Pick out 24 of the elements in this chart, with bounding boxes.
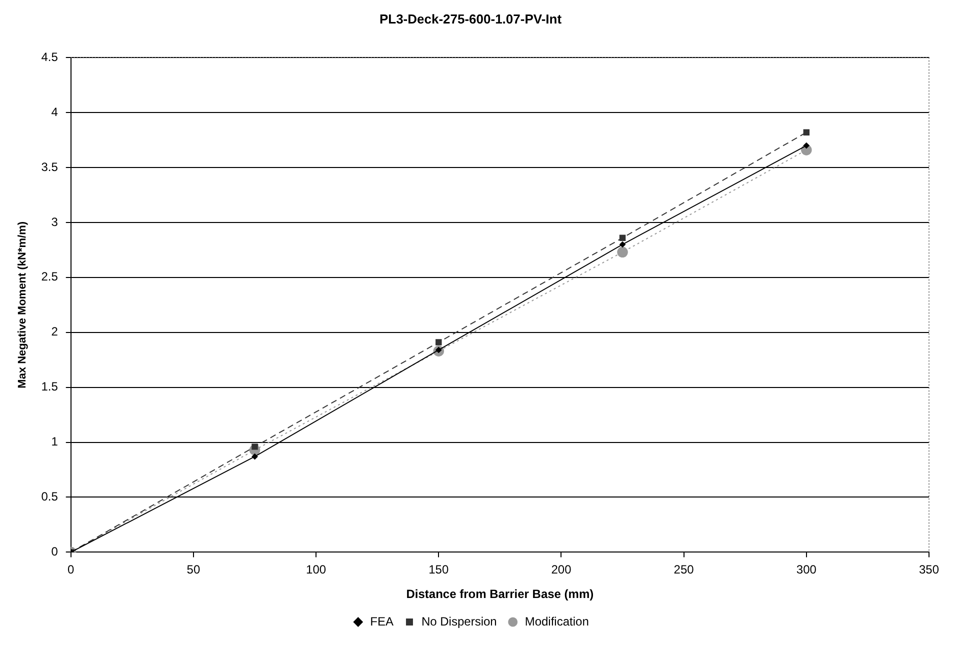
- y-tick-label: 4.5: [41, 50, 58, 64]
- x-tick-label: 200: [551, 562, 572, 577]
- legend-label: No Dispersion: [421, 614, 497, 628]
- y-tick-label: 2.5: [41, 270, 58, 284]
- x-tick-label: 100: [306, 562, 326, 577]
- x-axis-title: Distance from Barrier Base (mm): [406, 587, 594, 602]
- y-tick-label: 0: [51, 544, 58, 559]
- x-tick-label: 350: [918, 562, 940, 577]
- y-tick-label: 1.5: [41, 380, 58, 394]
- y-axis-title: Max Negative Moment (kN*m/m): [16, 221, 29, 388]
- x-tick-label: 50: [186, 562, 200, 577]
- y-tick-label: 4: [51, 104, 58, 119]
- y-tick-label: 0.5: [41, 490, 58, 504]
- x-tick-label: 150: [428, 562, 449, 577]
- legend-label: Modification: [524, 614, 589, 628]
- y-tick-label: 1: [51, 434, 58, 449]
- chart-title: PL3-Deck-275-600-1.07-PV-Int: [379, 11, 562, 26]
- x-tick-label: 300: [796, 562, 817, 577]
- y-tick-label: 2: [51, 324, 58, 339]
- x-tick-label: 0: [68, 562, 75, 577]
- x-tick-label: 250: [674, 562, 694, 577]
- y-tick-label: 3: [51, 214, 58, 229]
- legend-label: FEA: [370, 614, 394, 628]
- y-tick-label: 3.5: [41, 160, 58, 174]
